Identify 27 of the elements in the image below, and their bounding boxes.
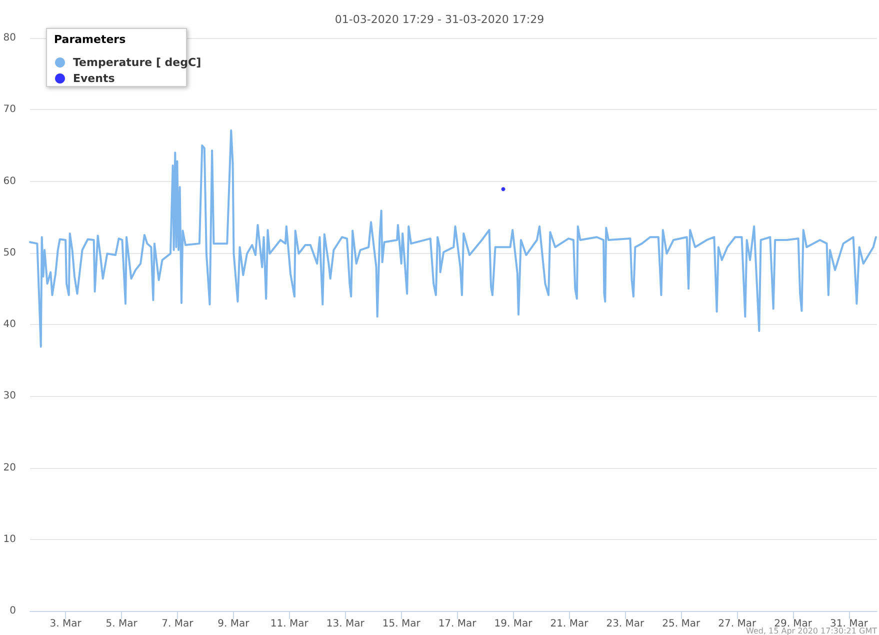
- legend-label: Events: [73, 72, 116, 85]
- x-tick-label: 7. Mar: [162, 618, 194, 630]
- text: Wed, 15 Apr 2020 17:30:21 GMT: [746, 626, 878, 635]
- x-tick-label: 11. Mar: [270, 618, 310, 630]
- y-tick-label: 40: [3, 319, 16, 330]
- y-tick-label: 60: [3, 176, 16, 187]
- legend-label: Temperature [ degC]: [73, 56, 202, 69]
- y-tick-label: 80: [3, 32, 16, 44]
- x-tick-label: 15. Mar: [382, 618, 422, 630]
- y-tick-label: 10: [3, 534, 16, 545]
- x-tick-label: 25. Mar: [662, 618, 701, 630]
- y-tick-label: 50: [3, 247, 16, 258]
- y-tick-label: 70: [3, 104, 16, 116]
- y-tick-label: 30: [3, 390, 16, 402]
- x-tick-label: 13. Mar: [326, 618, 366, 630]
- y-tick-label: 20: [3, 462, 16, 474]
- line-series: [29, 129, 877, 348]
- x-tick-label: 17. Mar: [438, 618, 478, 630]
- x-tick-label: 3. Mar: [50, 618, 82, 630]
- x-tick-label: 19. Mar: [494, 618, 534, 630]
- y-tick-label: 0: [10, 606, 16, 616]
- x-tick-label: 5. Mar: [106, 618, 138, 630]
- chart-title: 01-03-2020 17:29 - 31-03-2020 17:29: [334, 13, 544, 26]
- x-tick-label: 21. Mar: [550, 618, 590, 630]
- x-tick-label: 23. Mar: [606, 618, 646, 630]
- x-tick-label: 9. Mar: [218, 618, 250, 630]
- legend-title: Parameters: [54, 33, 126, 46]
